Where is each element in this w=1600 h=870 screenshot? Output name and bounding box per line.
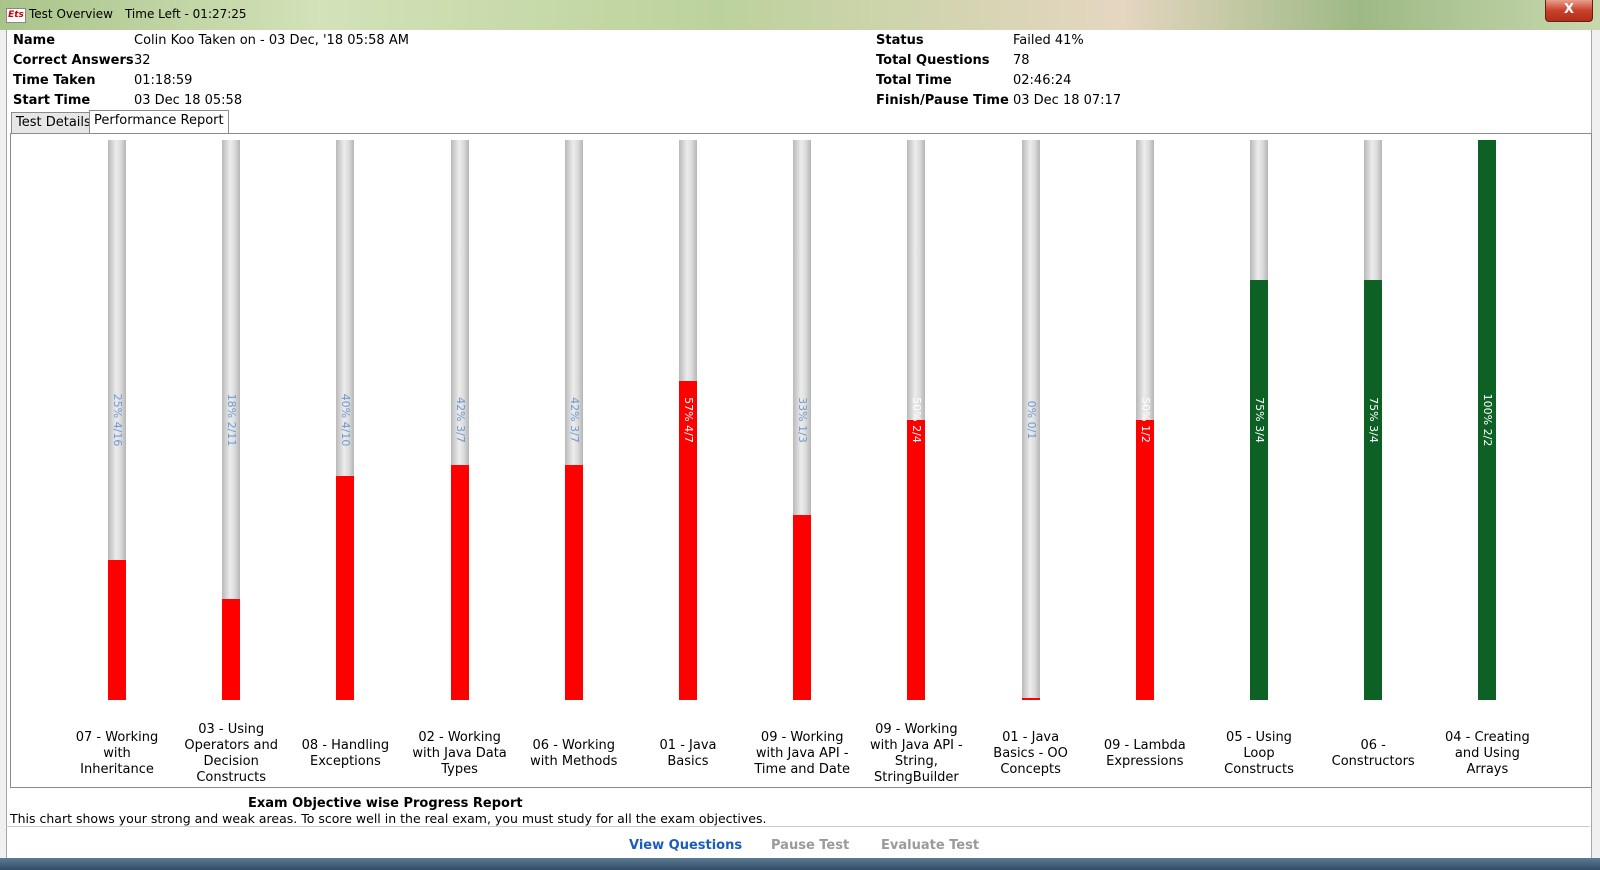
category-label: 06 - Constructors — [1331, 738, 1415, 769]
pause-test-button[interactable]: Pause Test — [771, 838, 850, 853]
bar-data-label: 40% 4/10 — [339, 393, 353, 447]
bar — [336, 476, 355, 700]
bar-data-label: 50% 2/4 — [910, 397, 924, 443]
bar-track: 18% 2/11 — [222, 140, 241, 700]
time-taken-label: Time Taken — [13, 73, 96, 88]
bar-data-label: 57% 4/7 — [682, 397, 695, 443]
evaluate-test-button[interactable]: Evaluate Test — [881, 838, 980, 853]
bar-data-label: 25% 4/16 — [111, 393, 124, 447]
start-time-label: Start Time — [13, 93, 91, 108]
footer-divider — [6, 826, 1590, 827]
bar — [679, 380, 697, 700]
category-label: 09 - Working with Java API - Time and Da… — [754, 730, 850, 777]
name-label: Name — [13, 33, 56, 48]
bar-data-label: 33% 1/3 — [796, 397, 810, 443]
correct-answers-value: 32 — [134, 53, 151, 68]
total-questions-label: Total Questions — [876, 53, 990, 68]
bar-data-label: 18% 2/11 — [225, 393, 239, 447]
category-label: 03 - Using Operators and Decision Constr… — [184, 722, 278, 785]
bar-track: 75% 3/4 — [1250, 140, 1268, 700]
status-value: Failed 41% — [1013, 33, 1084, 48]
bar-track: 25% 4/16 — [108, 140, 126, 700]
name-value: Colin Koo Taken on - 03 Dec, '18 05:58 A… — [134, 33, 409, 48]
category-label: 06 - Working with Methods — [530, 738, 618, 769]
bar-data-label: 75% 3/4 — [1253, 397, 1266, 443]
os-taskbar — [0, 858, 1600, 870]
bar-track: 50% 1/2 — [1135, 140, 1154, 700]
start-time-value: 03 Dec 18 05:58 — [134, 93, 243, 108]
bar-track: 40% 4/10 — [336, 140, 355, 700]
report-description: This chart shows your strong and weak ar… — [10, 811, 767, 826]
bar-track: 50% 2/4 — [907, 140, 926, 700]
category-label: 01 - Java Basics - OO Concepts — [993, 730, 1068, 777]
bar-track: 100% 2/2 — [1478, 140, 1497, 700]
time-left-text: Time Left - 01:27:25 — [124, 7, 247, 21]
bar-data-label: 42% 3/7 — [567, 397, 581, 443]
bar-track: 0% 0/1 — [1021, 140, 1040, 700]
bar — [1478, 140, 1497, 700]
bar-data-label: 75% 3/4 — [1367, 397, 1381, 443]
category-label: 02 - Working with Java Data Types — [412, 730, 507, 777]
bar — [1135, 420, 1154, 700]
bar — [450, 464, 469, 700]
category-label: 08 - Handling Exceptions — [301, 738, 390, 769]
bar-data-label: 0% 0/1 — [1024, 400, 1038, 440]
bar-data-label: 100% 2/2 — [1481, 393, 1495, 447]
report-title: Exam Objective wise Progress Report — [248, 796, 523, 811]
close-button[interactable]: X — [1545, 0, 1593, 22]
tab-performance-report[interactable]: Performance Report — [89, 110, 229, 133]
bar — [1364, 280, 1383, 700]
total-time-value: 02:46:24 — [1013, 73, 1072, 88]
category-label: 07 - Working with Inheritance — [75, 730, 159, 777]
finish-pause-time-label: Finish/Pause Time — [876, 93, 1009, 108]
tab-test-details[interactable]: Test Details — [11, 112, 96, 133]
bar — [108, 560, 126, 700]
category-label: 04 - Creating and Using Arrays — [1444, 730, 1530, 777]
finish-pause-time-value: 03 Dec 18 07:17 — [1013, 93, 1122, 108]
bar-track: 57% 4/7 — [679, 140, 697, 700]
bar — [1021, 698, 1040, 700]
bar — [1250, 280, 1268, 700]
bar — [222, 599, 241, 700]
performance-chart: 25% 4/16 07 - Working with Inheritance 18%… — [10, 133, 1592, 788]
bar-data-label: 42% 3/7 — [453, 397, 467, 443]
view-questions-button[interactable]: View Questions — [629, 838, 743, 853]
time-taken-value: 01:18:59 — [134, 73, 193, 88]
window-title: Test Overview Time Left - 01:27:25 — [29, 7, 247, 21]
bar-track: 33% 1/3 — [793, 140, 812, 700]
category-label: 05 - Using Loop Constructs — [1224, 730, 1294, 777]
correct-answers-label: Correct Answers — [13, 53, 134, 68]
total-time-label: Total Time — [876, 73, 952, 88]
category-label: 01 - Java Basics — [659, 738, 717, 769]
total-questions-value: 78 — [1013, 53, 1030, 68]
bar — [564, 464, 583, 700]
bar-track: 42% 3/7 — [450, 140, 469, 700]
bar — [907, 420, 926, 700]
app-logo-icon: Ets — [6, 8, 26, 23]
window-title-text: Test Overview — [29, 7, 113, 21]
status-label: Status — [876, 33, 924, 48]
category-label: 09 - Working with Java API - String, Str… — [870, 722, 963, 785]
bar-track: 75% 3/4 — [1364, 140, 1383, 700]
category-label: 09 - Lambda Expressions — [1103, 738, 1186, 769]
bar-data-label: 50% 1/2 — [1138, 397, 1152, 443]
title-bar: Ets Test Overview Time Left - 01:27:25 X — [0, 0, 1600, 30]
bar — [793, 515, 812, 700]
bar-track: 42% 3/7 — [564, 140, 583, 700]
